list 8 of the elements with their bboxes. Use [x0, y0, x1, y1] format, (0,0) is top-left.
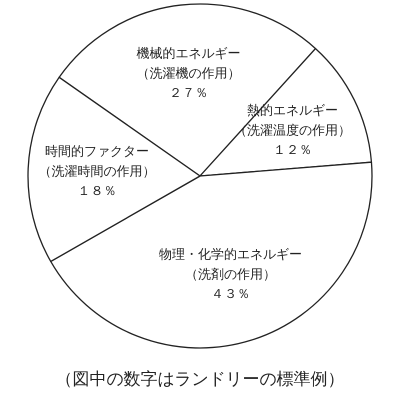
- data-label: ４３％: [211, 287, 250, 302]
- slice-label: 機械的エネルギー（洗濯機の作用）: [136, 46, 240, 82]
- data-label: １２％: [273, 142, 312, 158]
- slice-label: 物理・化学的エネルギー（洗剤の作用）: [159, 247, 302, 282]
- slice-label: 時間的ファクター（洗濯時間の作用）: [38, 144, 156, 179]
- text: （図中の数字はランドリーの標準例）: [56, 370, 344, 390]
- data-label: ２７％: [168, 86, 208, 102]
- data-label: １８％: [77, 184, 116, 199]
